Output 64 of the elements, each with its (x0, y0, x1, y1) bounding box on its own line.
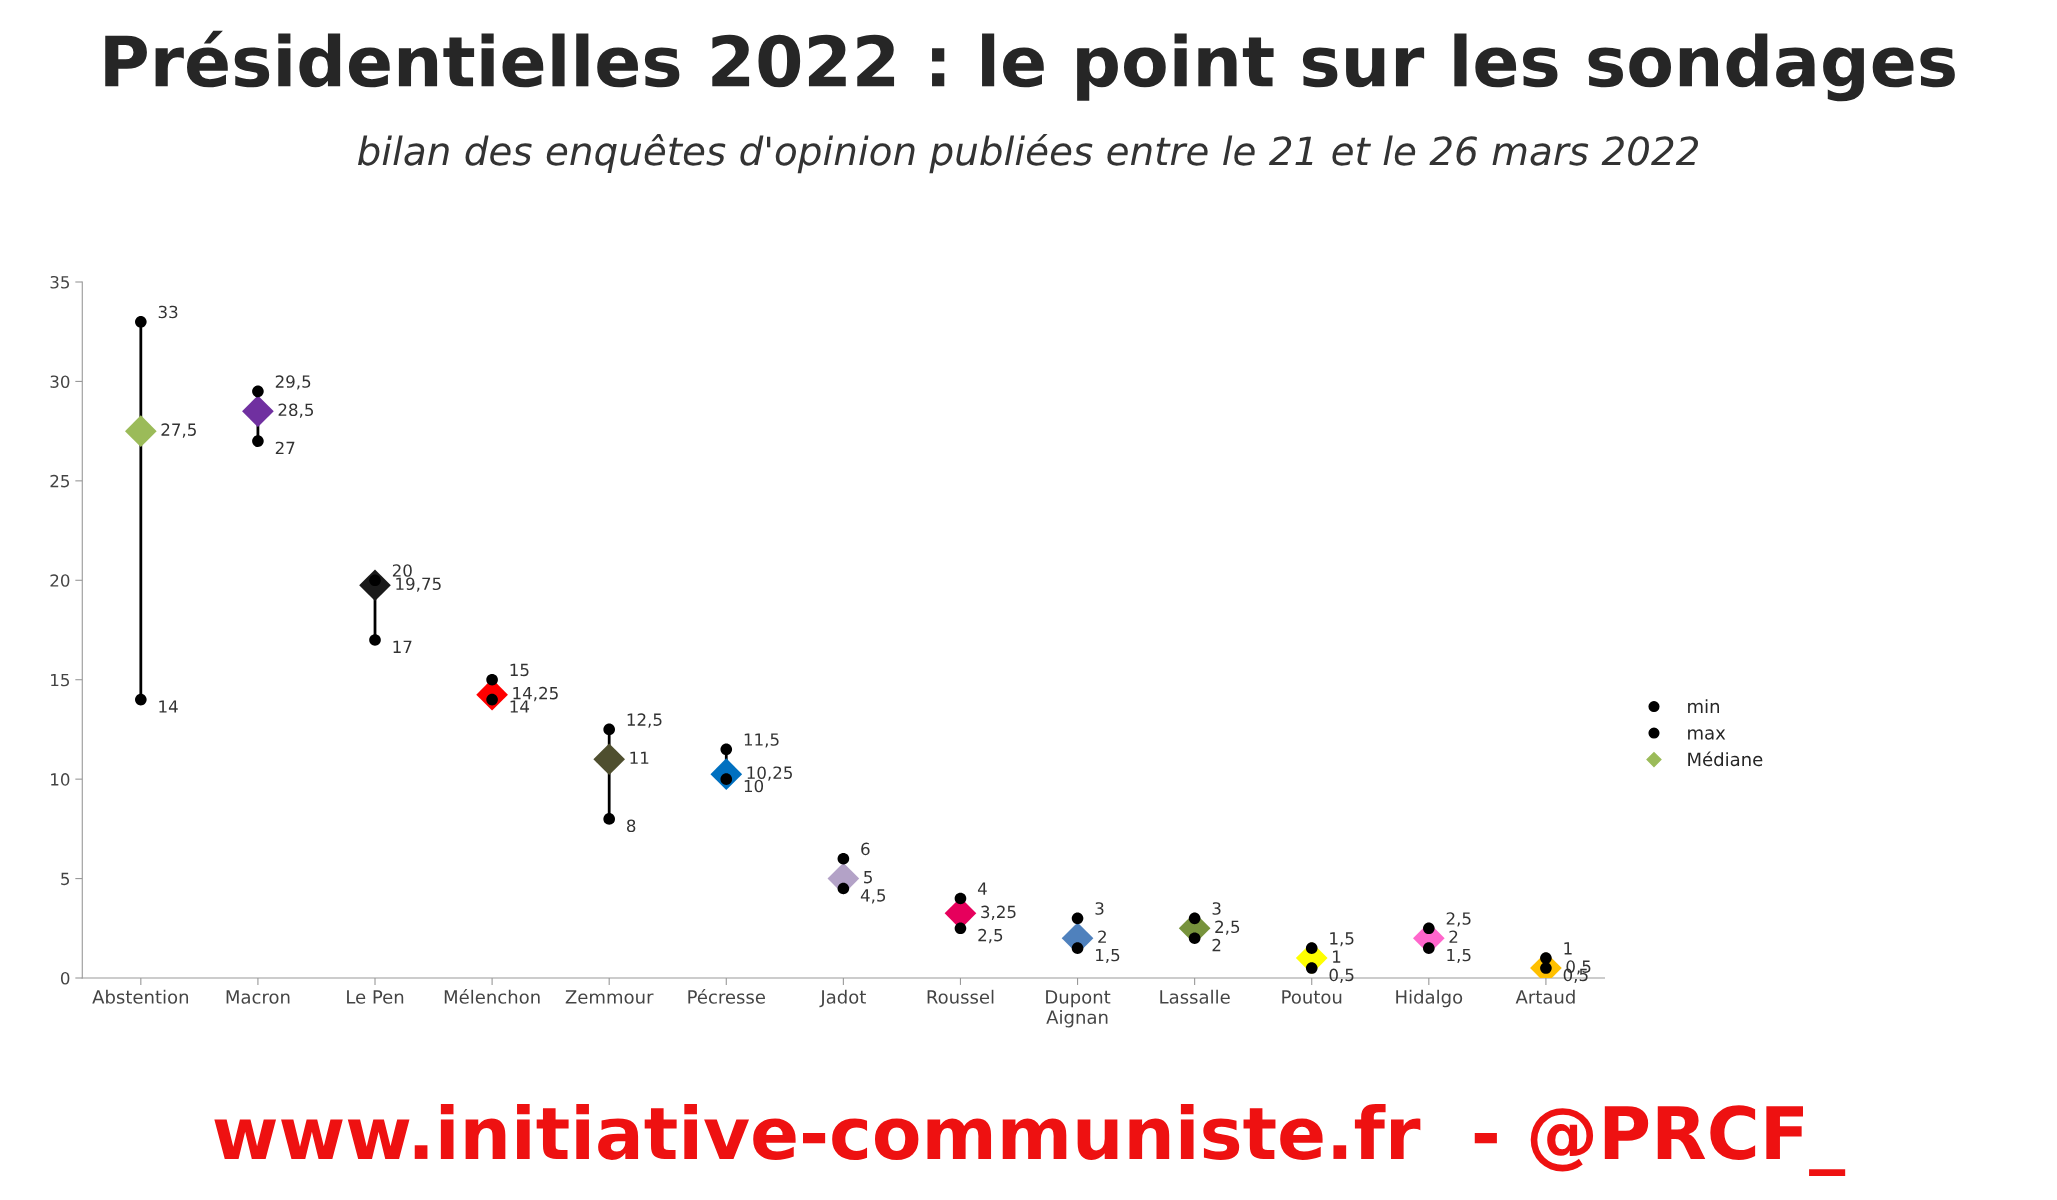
data-label: 1 (1564, 942, 1572, 955)
legend-label: max (1688, 729, 1726, 740)
data-label: 1,5 (1330, 932, 1354, 947)
y-tick-label: 35 (50, 275, 70, 289)
data-label: 2 (1212, 938, 1221, 952)
y-tick-label: 15 (51, 673, 70, 687)
y-tick-label: 30 (50, 375, 70, 388)
data-label: 14,25 (513, 686, 558, 702)
x-tick-label: Zemmour (565, 990, 654, 1004)
data-label: 27,5 (161, 423, 196, 438)
data-label: 29,5 (275, 375, 311, 390)
x-tick-label: Hidalgo (1396, 989, 1463, 1008)
chart-subtitle: bilan des enquêtes d'opinion publiées entre le 21 et le 26 mars 2022 (358, 134, 1698, 174)
data-label: 3 (1095, 902, 1104, 915)
data-label: 0,5 (1329, 968, 1354, 983)
data-label: 15 (510, 663, 529, 677)
data-label: 10 (744, 779, 764, 793)
data-label: 5 (864, 871, 872, 884)
data-label: 8 (626, 819, 636, 833)
data-label: 4,5 (860, 889, 886, 904)
data-label: 11 (630, 751, 649, 764)
data-label: 3,25 (981, 905, 1016, 920)
y-tick-label: 5 (61, 872, 70, 886)
y-tick-label: 25 (50, 474, 70, 488)
data-label: 1 (1333, 950, 1341, 963)
data-label: 3 (1212, 902, 1221, 915)
x-tick-label: Macron (226, 990, 290, 1004)
x-tick-label: Roussel (927, 989, 994, 1004)
data-label: 1,5 (1096, 948, 1120, 964)
data-label: 28,5 (278, 403, 314, 418)
data-label: 2 (1449, 930, 1458, 943)
data-label: 6 (861, 842, 870, 856)
y-tick-label: 20 (50, 574, 70, 587)
data-label: 1,5 (1447, 948, 1471, 964)
x-tick-label: Jadot (819, 989, 866, 1008)
y-tick-label: 0 (60, 971, 70, 985)
data-label: 2,5 (978, 928, 1003, 944)
data-label: 2,5 (1446, 912, 1471, 927)
y-tick-label: 10 (51, 773, 70, 786)
x-tick-label: Pécresse (688, 989, 765, 1004)
data-label: 17 (393, 640, 412, 653)
data-label: 12,5 (627, 713, 662, 728)
x-tick-label: Abstention (92, 989, 189, 1004)
data-label: 10,25 (747, 766, 792, 781)
legend-label: min (1688, 699, 1719, 713)
data-label: 27 (275, 441, 295, 455)
x-tick-label: Lassalle (1160, 989, 1230, 1004)
x-tick-label: Dupont Aignan (1046, 990, 1111, 1028)
data-label: 2,5 (1215, 920, 1240, 935)
data-label: 20 (392, 564, 412, 577)
x-tick-label: Mélenchon (444, 989, 540, 1004)
data-label: 14 (510, 700, 530, 713)
data-label: 14 (159, 700, 178, 713)
text: www.initiative-communiste.fr - @PRCF_ (214, 1104, 1846, 1176)
data-label: 33 (158, 305, 178, 319)
x-tick-label: Artaud (1515, 989, 1575, 1004)
data-label: 11,5 (744, 733, 779, 748)
x-tick-label: Le Pen (347, 990, 404, 1004)
data-label: 19,75 (396, 577, 441, 592)
data-label: 4 (977, 882, 987, 895)
data-label: 2 (1098, 930, 1106, 943)
x-tick-label: Poutou (1282, 990, 1342, 1004)
chart-title: Présidentielles 2022 : le point sur les sondages (105, 30, 1955, 102)
legend-label: Médiane (1688, 751, 1763, 767)
